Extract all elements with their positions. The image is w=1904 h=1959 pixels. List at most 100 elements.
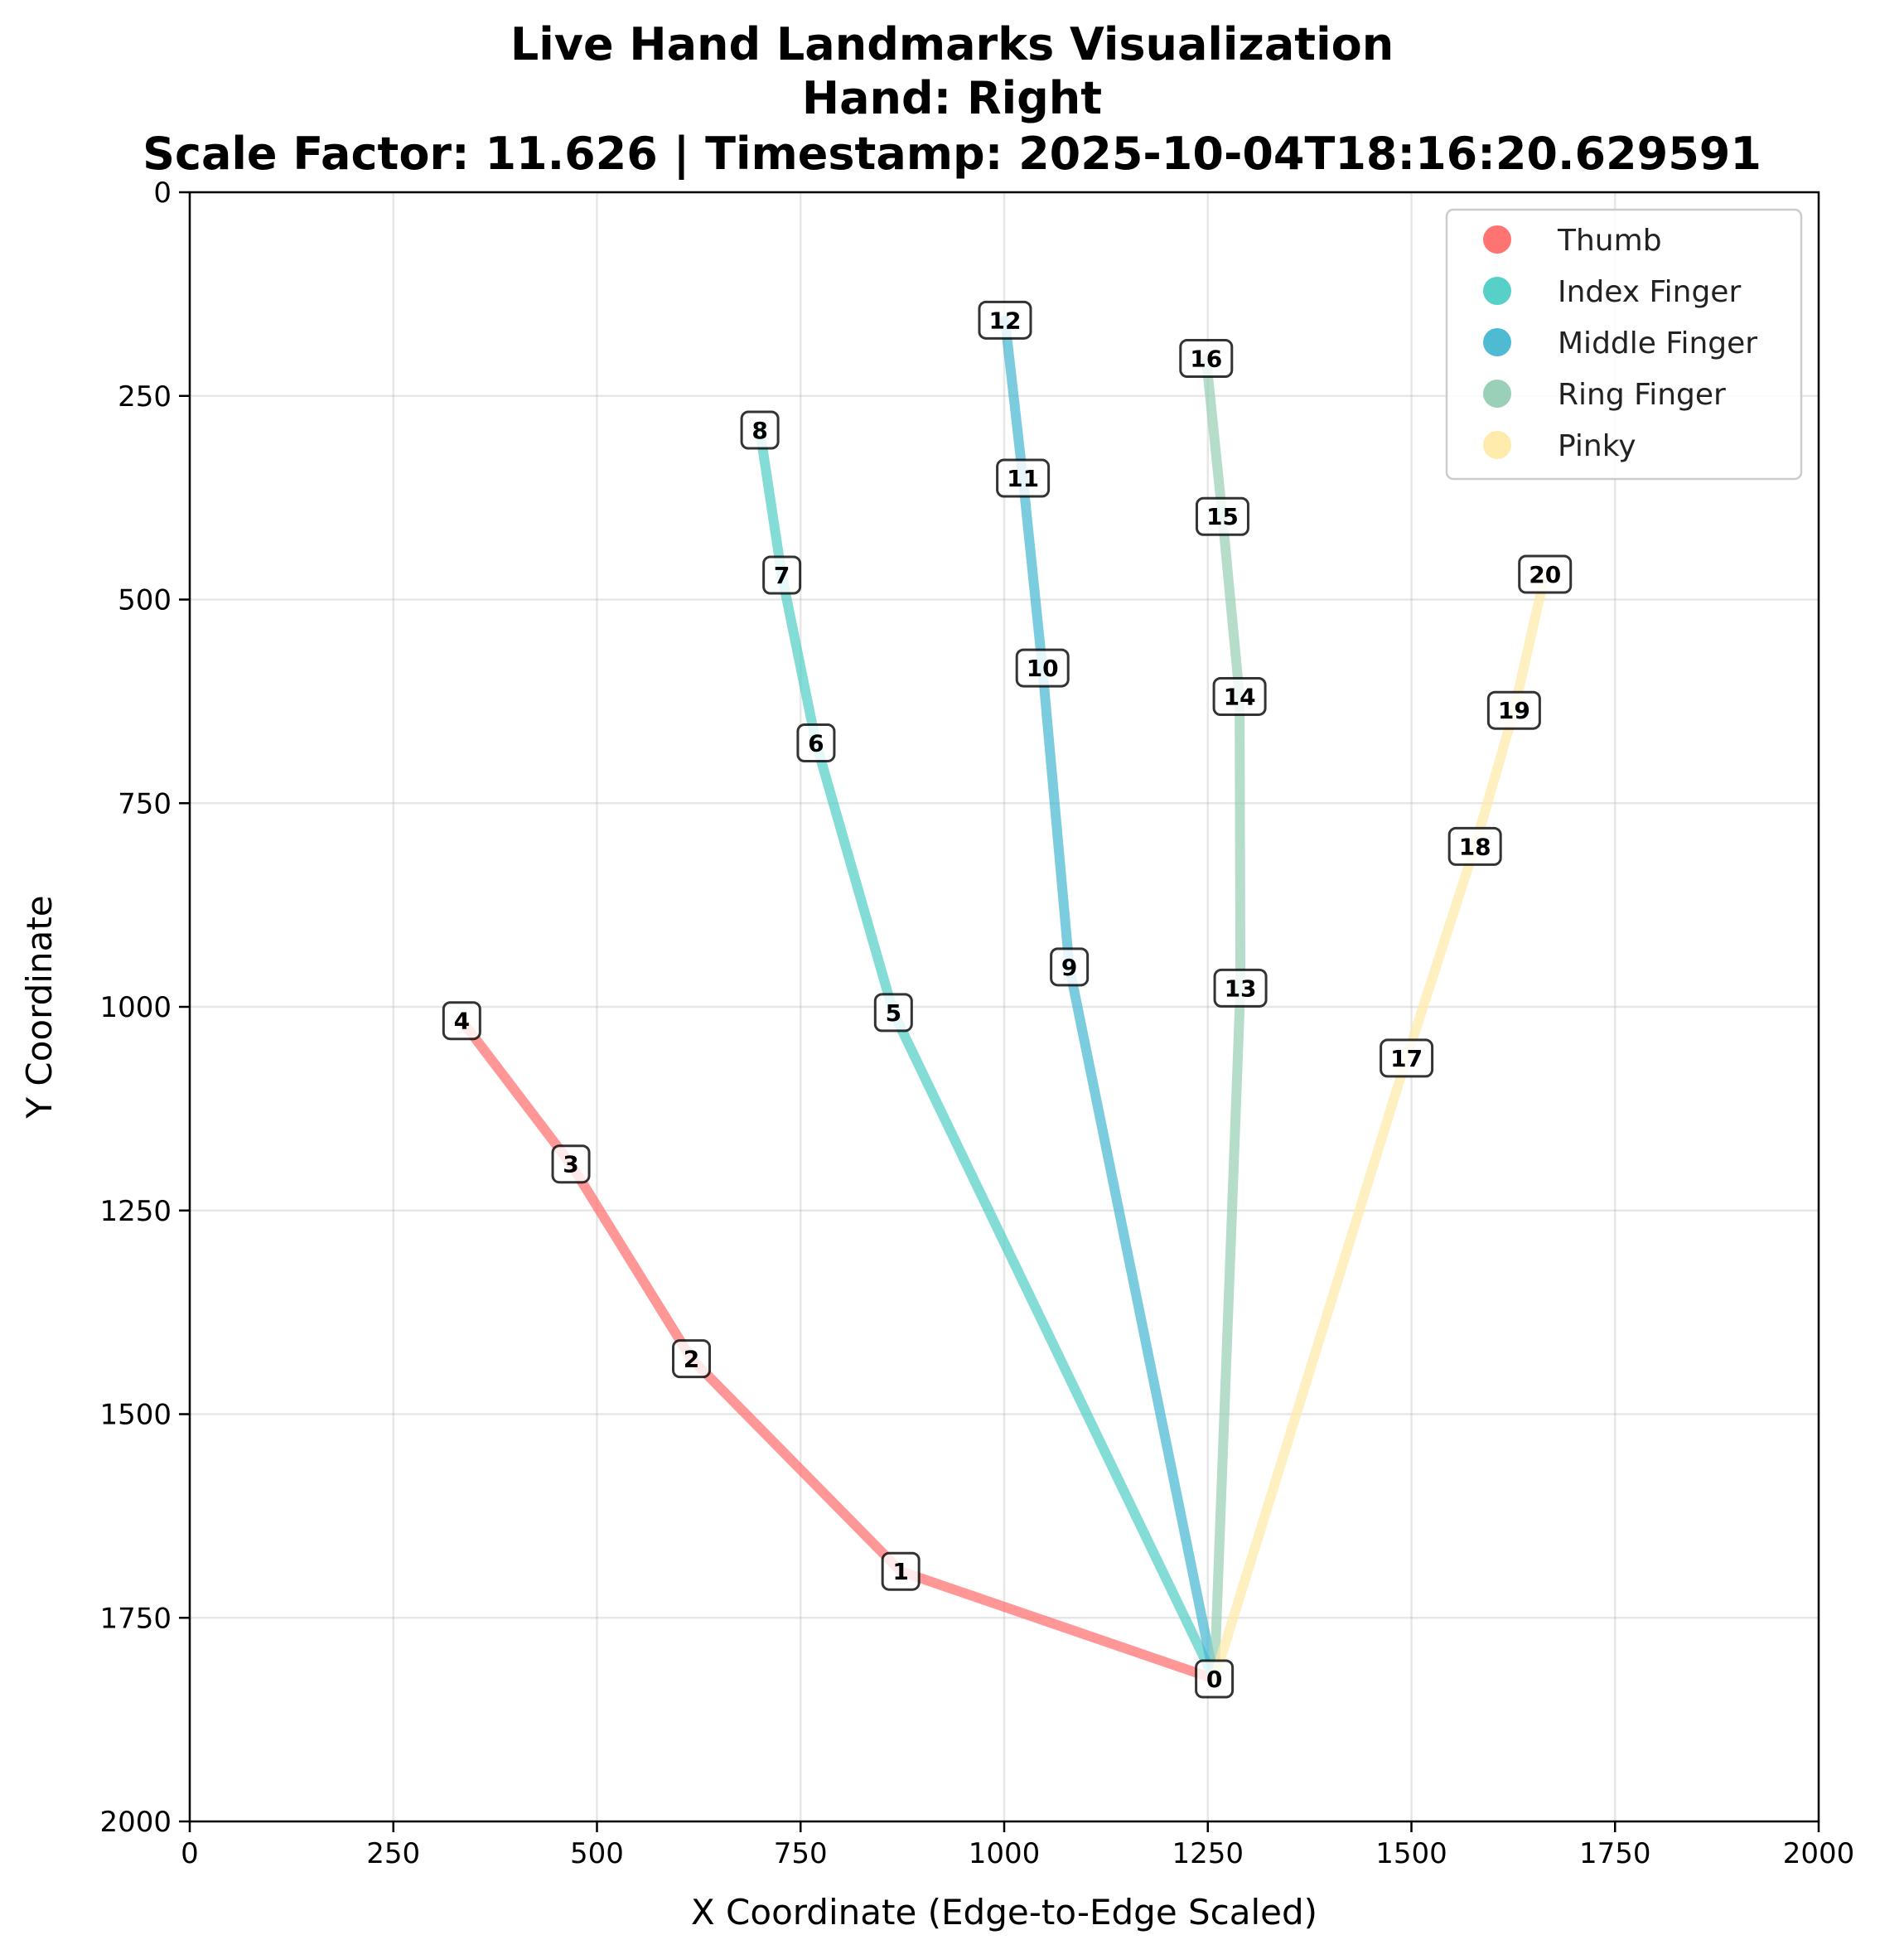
landmark-label-box (762, 555, 802, 595)
landmark-label-box (1195, 1659, 1235, 1699)
landmark-label-box (1179, 339, 1234, 379)
landmark-label-1: 1 (881, 1551, 921, 1591)
landmark-label-text: 3 (563, 1151, 578, 1178)
landmark-label-box (1518, 554, 1573, 594)
legend-label: Pinky (1558, 429, 1636, 463)
legend-items: Thumb Index Finger Middle Finger Ring Finge… (1483, 224, 1757, 463)
legend-marker (1483, 328, 1511, 356)
chart-title-line-1: Live Hand Landmarks Visualization (510, 18, 1394, 70)
x-tick-label: 750 (774, 1837, 828, 1870)
landmark-label-15: 15 (1195, 496, 1249, 536)
legend-entry-thumb: Thumb (1483, 224, 1662, 258)
landmark-label-10: 10 (1015, 648, 1070, 688)
y-tick-label: 500 (118, 584, 172, 617)
landmark-label-text: 14 (1224, 683, 1256, 710)
legend-label: Index Finger (1558, 275, 1741, 309)
legend-marker (1483, 277, 1511, 305)
legend-entry-ring-finger: Ring Finger (1483, 378, 1726, 412)
landmark-label-box (1447, 826, 1502, 866)
landmark-label-text: 18 (1459, 833, 1491, 860)
x-tick-label: 1750 (1579, 1837, 1651, 1870)
legend-label: Middle Finger (1558, 326, 1757, 360)
x-tick-label: 1250 (1172, 1837, 1244, 1870)
landmark-label-19: 19 (1486, 690, 1541, 730)
landmark-label-text: 11 (1007, 465, 1039, 492)
y-axis-label: Y Coordinate (19, 895, 60, 1119)
landmark-label-text: 12 (988, 307, 1021, 334)
x-tick-label: 1000 (969, 1837, 1041, 1870)
landmark-label-text: 1 (892, 1558, 908, 1585)
y-tick-label: 1250 (99, 1195, 172, 1228)
landmark-label-box (1212, 676, 1267, 716)
landmark-label-0: 0 (1195, 1659, 1235, 1699)
landmark-label-20: 20 (1518, 554, 1573, 594)
y-tick-label: 1500 (99, 1399, 172, 1432)
landmark-label-box (996, 458, 1051, 498)
landmark-label-box (672, 1339, 712, 1379)
landmark-label-text: 9 (1061, 954, 1077, 981)
y-tick-label: 1000 (99, 991, 172, 1024)
y-tick-label: 1750 (99, 1602, 172, 1635)
landmark-label-text: 15 (1206, 503, 1239, 530)
landmark-label-box (1050, 947, 1090, 987)
landmark-label-box (873, 993, 913, 1033)
legend-entry-index-finger: Index Finger (1483, 275, 1741, 309)
landmark-label-17: 17 (1380, 1038, 1434, 1078)
x-tick-label: 2000 (1783, 1837, 1855, 1870)
landmark-label-8: 8 (740, 410, 780, 450)
landmark-label-text: 17 (1390, 1045, 1423, 1072)
landmark-label-text: 4 (454, 1008, 470, 1035)
landmark-label-2: 2 (672, 1339, 712, 1379)
landmark-label-box (1486, 690, 1541, 730)
landmark-label-4: 4 (442, 1001, 481, 1041)
x-axis-label: X Coordinate (Edge-to-Edge Scaled) (691, 1892, 1317, 1932)
landmark-label-11: 11 (996, 458, 1051, 498)
legend-marker (1483, 380, 1511, 408)
x-tick-label: 250 (366, 1837, 420, 1870)
x-tick-label: 500 (570, 1837, 624, 1870)
legend-entry-pinky: Pinky (1483, 429, 1636, 463)
landmark-label-text: 20 (1529, 561, 1561, 588)
landmark-label-text: 13 (1225, 975, 1257, 1002)
y-tick-label: 750 (118, 787, 172, 820)
x-tick-label: 1500 (1375, 1837, 1447, 1870)
landmark-label-6: 6 (796, 723, 836, 763)
landmark-label-box (881, 1551, 921, 1591)
landmark-label-text: 19 (1498, 697, 1530, 724)
landmark-label-text: 0 (1206, 1666, 1222, 1693)
landmark-label-box (442, 1001, 481, 1041)
x-tick-label: 0 (181, 1837, 199, 1870)
landmark-label-9: 9 (1050, 947, 1090, 987)
y-tick-label: 2000 (99, 1806, 172, 1839)
chart-title-line-2: Hand: Right (802, 72, 1102, 124)
chart-title-line-3: Scale Factor: 11.626 | Timestamp: 2025-1… (143, 128, 1761, 180)
landmark-label-box (978, 300, 1032, 340)
landmark-label-12: 12 (978, 300, 1032, 340)
landmark-label-text: 10 (1027, 655, 1059, 682)
landmark-label-text: 8 (751, 417, 767, 444)
landmark-label-box (740, 410, 780, 450)
landmark-label-text: 2 (684, 1346, 699, 1373)
landmark-label-box (1380, 1038, 1434, 1078)
landmark-label-13: 13 (1213, 968, 1268, 1008)
y-tick-label: 0 (153, 177, 172, 210)
legend-box (1445, 208, 1803, 481)
landmark-label-text: 6 (808, 730, 824, 757)
landmark-label-3: 3 (551, 1144, 591, 1184)
landmark-label-14: 14 (1212, 676, 1267, 716)
landmark-label-text: 5 (886, 999, 901, 1027)
legend-label: Thumb (1557, 224, 1662, 258)
landmark-label-7: 7 (762, 555, 802, 595)
legend-label: Ring Finger (1558, 378, 1726, 412)
landmark-label-box (1195, 496, 1249, 536)
landmark-label-box (551, 1144, 591, 1184)
landmark-label-box (796, 723, 836, 763)
landmark-label-text: 16 (1190, 346, 1222, 373)
landmark-label-16: 16 (1179, 339, 1234, 379)
landmark-label-text: 7 (774, 562, 790, 589)
legend-marker (1483, 225, 1511, 254)
landmark-label-box (1213, 968, 1268, 1008)
landmark-label-5: 5 (873, 993, 913, 1033)
